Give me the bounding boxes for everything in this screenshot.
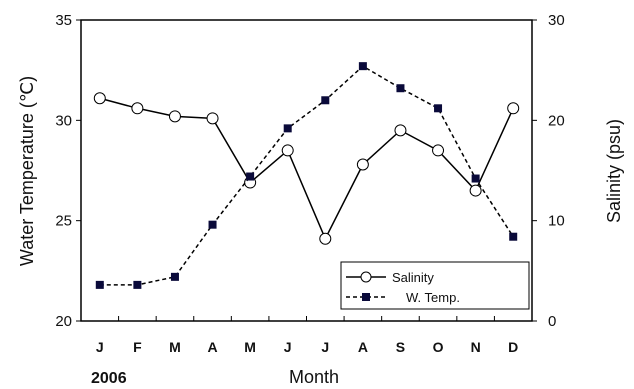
year-label: 2006 xyxy=(91,370,127,387)
data-point xyxy=(434,104,443,113)
legend-wtemp-label: W. Temp. xyxy=(406,290,460,305)
left-axis-ticks: 20 25 30 35 xyxy=(55,12,81,330)
series-salinity xyxy=(93,92,520,245)
series-line xyxy=(99,97,514,241)
right-tick-label: 30 xyxy=(548,12,565,29)
x-tick-label: F xyxy=(133,339,142,355)
data-point xyxy=(356,158,369,171)
data-point xyxy=(283,124,292,133)
legend-box xyxy=(340,261,530,310)
data-point xyxy=(319,232,332,245)
left-tick-label: 35 xyxy=(55,12,72,29)
data-point xyxy=(95,280,104,289)
right-axis-ticks: 0 10 20 30 xyxy=(532,12,565,330)
series-line xyxy=(99,65,514,286)
data-point xyxy=(246,172,255,181)
data-point xyxy=(206,112,219,125)
x-tick-label: S xyxy=(396,339,405,355)
data-point xyxy=(321,96,330,105)
data-point xyxy=(471,174,480,183)
data-point xyxy=(432,144,445,157)
right-tick-label: 10 xyxy=(548,213,565,230)
data-point xyxy=(358,62,367,71)
data-point xyxy=(133,280,142,289)
left-axis-title: Water Temperature (℃) xyxy=(17,76,37,266)
data-point xyxy=(469,184,482,197)
x-tick-label: D xyxy=(508,339,518,355)
series-layer xyxy=(93,62,520,289)
x-tick-label: O xyxy=(433,339,444,355)
data-point xyxy=(131,102,144,115)
x-tick-label: J xyxy=(284,339,292,355)
left-tick-label: 30 xyxy=(55,112,72,129)
data-point xyxy=(168,110,181,123)
left-tick-label: 20 xyxy=(55,313,72,330)
data-point xyxy=(281,144,294,157)
x-tick-label: J xyxy=(321,339,329,355)
legend-salinity-label: Salinity xyxy=(392,270,434,285)
x-tick-label: J xyxy=(96,339,104,355)
left-tick-label: 25 xyxy=(55,213,72,230)
data-point xyxy=(507,102,520,115)
x-axis-title: Month xyxy=(289,367,339,387)
legend: Salinity W. Temp. xyxy=(340,261,530,310)
data-point xyxy=(396,84,405,93)
data-point xyxy=(394,124,407,137)
right-axis-title: Salinity (psu) xyxy=(604,119,624,223)
x-tick-label: M xyxy=(169,339,181,355)
x-tick-label: A xyxy=(358,339,368,355)
x-tick-label: M xyxy=(244,339,256,355)
legend-wtemp-marker xyxy=(362,293,370,301)
data-point xyxy=(208,220,217,229)
x-tick-label: A xyxy=(207,339,217,355)
data-point xyxy=(170,272,179,281)
right-tick-label: 20 xyxy=(548,112,565,129)
x-tick-label: N xyxy=(471,339,481,355)
data-point xyxy=(93,92,106,105)
legend-salinity-marker xyxy=(360,271,372,283)
series-wtemp xyxy=(95,62,518,289)
right-tick-label: 0 xyxy=(548,313,556,330)
data-point xyxy=(509,232,518,241)
